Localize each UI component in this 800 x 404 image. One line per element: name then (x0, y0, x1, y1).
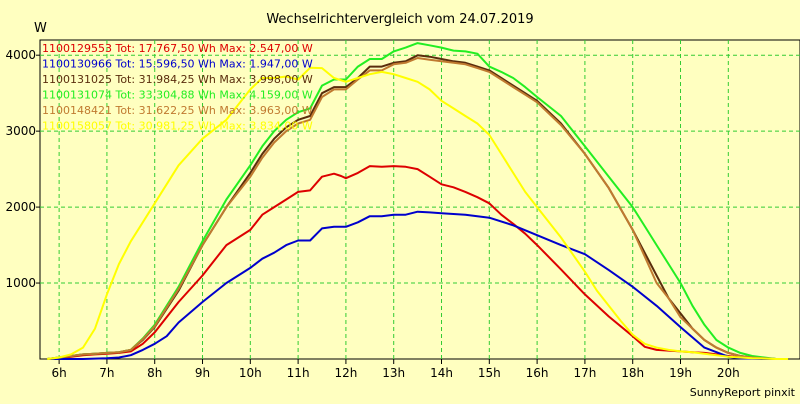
series-line-1100158057 (47, 66, 789, 360)
x-tick-label: 17h (573, 366, 596, 380)
grid (40, 40, 800, 359)
legend-entry-1100131025: 1100131025 Tot: 31.984,25 Wh Max: 3.998,… (42, 73, 313, 86)
legend-entry-1100131074: 1100131074 Tot: 33.304,88 Wh Max: 4.159,… (42, 89, 313, 102)
x-tick-label: 16h (526, 366, 549, 380)
x-tick-label: 12h (334, 366, 357, 380)
y-tick-label: 3000 (5, 124, 36, 138)
x-tick-label: 8h (147, 366, 162, 380)
y-tick-label: 4000 (5, 48, 36, 62)
x-tick-label: 7h (99, 366, 114, 380)
legend: 1100129553 Tot: 17.767,50 Wh Max: 2.547,… (42, 42, 313, 133)
y-axis-unit-label: W (34, 21, 47, 36)
x-tick-label: 15h (478, 366, 501, 380)
x-tick-label: 11h (287, 366, 310, 380)
legend-entry-1100148421: 1100148421 Tot: 31.622,25 Wh Max: 3.963,… (42, 104, 313, 117)
x-tick-label: 9h (195, 366, 210, 380)
series-line-1100130966 (47, 210, 777, 360)
x-tick-label: 13h (382, 366, 405, 380)
series-line-1100148421 (47, 57, 789, 360)
x-tick-label: 10h (239, 366, 262, 380)
legend-entry-1100130966: 1100130966 Tot: 15.596,50 Wh Max: 1.947,… (42, 58, 313, 71)
x-tick-label: 14h (430, 366, 453, 380)
legend-entry-1100129553: 1100129553 Tot: 17.767,50 Wh Max: 2.547,… (42, 42, 313, 55)
axes: 6h 7h 8h 9h 10h 11h 12h 13h 14h 15h 16h 17h 18h 19h 20… (5, 48, 739, 380)
chart-title: Wechselrichtervergleich vom 24.07.2019 (266, 12, 533, 27)
x-tick-label: 19h (669, 366, 692, 380)
footer-credit: SunnyReport pinxit (690, 386, 796, 399)
series-lines (47, 42, 789, 360)
plot-area (39, 39, 800, 360)
legend-entry-1100158057: 1100158057 Tot: 30.981,25 Wh Max: 3.834,… (42, 120, 313, 133)
y-tick-label: 2000 (5, 200, 36, 214)
x-tick-label: 6h (51, 366, 66, 380)
x-tick-label: 20h (717, 366, 740, 380)
y-tick-label: 1000 (5, 276, 36, 290)
x-tick-label: 18h (621, 366, 644, 380)
